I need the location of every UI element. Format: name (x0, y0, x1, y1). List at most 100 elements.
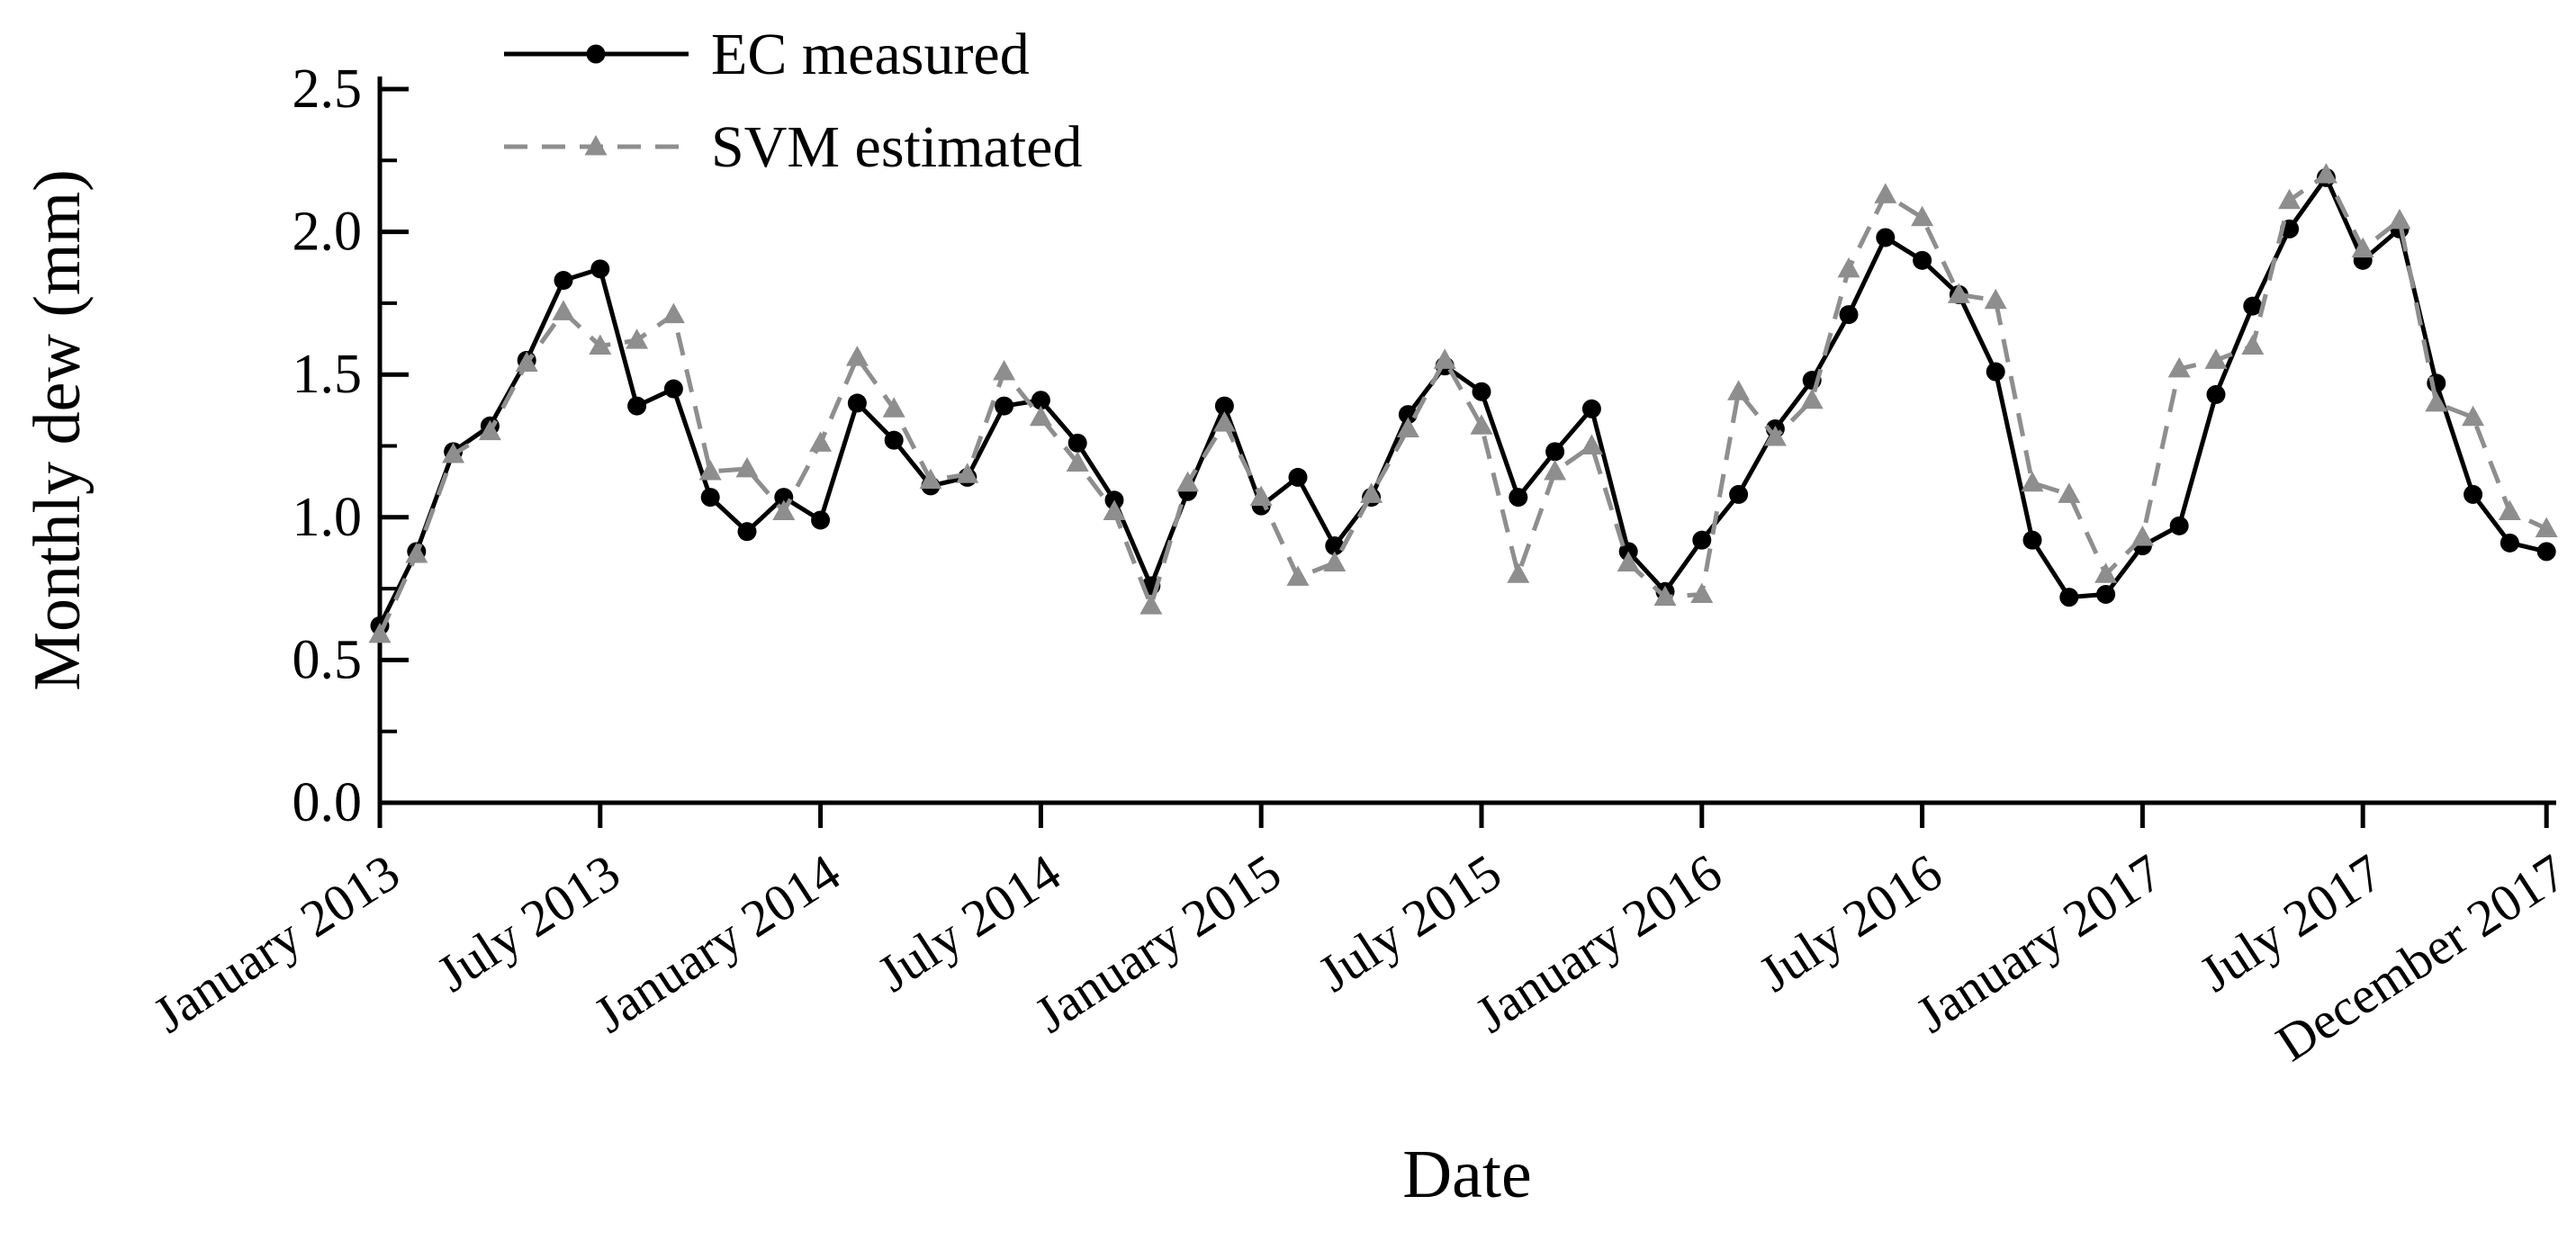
data-point-triangle (1690, 582, 1714, 603)
data-point-circle (2427, 373, 2446, 393)
data-point-triangle (2351, 237, 2374, 258)
data-point-triangle (1544, 460, 1567, 481)
data-point-circle (884, 430, 904, 450)
legend: EC measured SVM estimated (504, 22, 1082, 180)
data-point-triangle (882, 397, 905, 418)
x-tick-label: July 2016 (1749, 842, 1952, 1003)
data-point-triangle (698, 460, 722, 481)
data-point-triangle (1323, 551, 1347, 572)
data-point-triangle (1617, 551, 1640, 572)
legend-marker-triangle (584, 135, 608, 156)
data-point-circle (1876, 228, 1896, 247)
y-tick-label: 2.0 (293, 202, 363, 263)
data-point-triangle (2425, 391, 2448, 412)
data-point-circle (847, 393, 867, 413)
data-point-triangle (1396, 417, 1419, 437)
data-point-circle (1692, 530, 1712, 550)
data-point-triangle (626, 328, 649, 349)
data-point-circle (700, 488, 720, 508)
data-point-circle (1398, 405, 1418, 425)
data-point-triangle (2535, 517, 2558, 537)
data-point-triangle (552, 300, 575, 320)
data-point-triangle (662, 302, 685, 324)
data-point-triangle (368, 622, 392, 643)
data-point-triangle (405, 543, 428, 563)
x-tick-label: July 2014 (868, 842, 1071, 1003)
data-point-circle (627, 396, 647, 416)
data-point-triangle (1103, 499, 1126, 520)
data-point-circle (554, 271, 573, 291)
data-point-triangle (589, 334, 612, 355)
data-point-triangle (2498, 499, 2521, 520)
data-point-triangle (772, 499, 796, 520)
data-point-triangle (1653, 585, 1677, 607)
x-tick-label: July 2015 (1308, 842, 1511, 1003)
legend-entry-svm-estimated: SVM estimated (504, 114, 1082, 180)
data-point-triangle (515, 351, 538, 373)
data-point-triangle (1176, 471, 1200, 492)
data-point-circle (2206, 384, 2226, 404)
data-point-triangle (1249, 485, 1273, 507)
data-point-triangle (2167, 356, 2191, 378)
data-point-triangle (735, 456, 759, 478)
data-point-triangle (2462, 405, 2485, 427)
data-point-circle (1509, 488, 1528, 508)
series-line (377, 171, 2548, 635)
data-point-circle (1067, 433, 1087, 453)
legend-entry-ec-measured: EC measured (504, 22, 1030, 87)
data-point-circle (2022, 530, 2042, 550)
data-point-triangle (2278, 188, 2301, 210)
data-point-triangle (1286, 565, 1310, 586)
legend-label: SVM estimated (711, 114, 1082, 180)
y-tick-label: 2.5 (293, 58, 363, 120)
data-point-circle (2059, 588, 2079, 607)
data-point-circle (663, 379, 683, 399)
data-point-triangle (809, 431, 833, 452)
data-point-triangle (2021, 471, 2044, 492)
data-point-circle (2243, 296, 2263, 316)
y-axis-label: Monthly dew (mm) (21, 169, 95, 691)
data-point-triangle (1433, 348, 1456, 369)
y-tick-label: 1.0 (293, 487, 363, 548)
data-point-triangle (1984, 288, 2007, 310)
data-point-triangle (1800, 388, 1824, 409)
data-point-circle (1913, 250, 1932, 270)
data-point-triangle (1470, 414, 1493, 435)
data-point-circle (811, 510, 831, 530)
data-point-circle (1986, 362, 2005, 382)
data-point-circle (590, 259, 610, 279)
y-tick-label: 1.5 (293, 344, 363, 405)
data-point-triangle (2058, 482, 2081, 503)
series-svm-estimated (368, 163, 2558, 643)
data-point-triangle (2314, 163, 2337, 184)
data-point-circle (1729, 484, 1749, 504)
data-point-triangle (1947, 283, 1970, 303)
data-point-circle (1031, 391, 1050, 410)
data-point-circle (2096, 584, 2116, 604)
data-point-triangle (993, 360, 1016, 381)
data-point-triangle (845, 346, 869, 366)
data-series (368, 163, 2558, 643)
data-point-circle (1288, 467, 1308, 487)
data-point-triangle (1911, 205, 1934, 227)
data-point-triangle (919, 468, 942, 490)
data-point-circle (2463, 484, 2483, 504)
legend-marker-circle (586, 44, 606, 64)
data-point-triangle (1066, 451, 1089, 472)
data-point-triangle (1029, 405, 1052, 427)
data-point-triangle (2204, 348, 2228, 369)
data-point-triangle (2094, 562, 2118, 583)
x-tick-label: January 2015 (1024, 842, 1291, 1044)
data-point-circle (1472, 382, 1491, 401)
data-point-triangle (2241, 334, 2265, 355)
data-point-triangle (1212, 411, 1236, 432)
y-tick-label: 0.5 (293, 629, 363, 690)
data-point-triangle (1727, 380, 1751, 400)
data-point-triangle (1837, 256, 1860, 278)
data-point-circle (1839, 305, 1859, 325)
data-point-triangle (1874, 183, 1897, 203)
data-point-triangle (1580, 434, 1603, 454)
